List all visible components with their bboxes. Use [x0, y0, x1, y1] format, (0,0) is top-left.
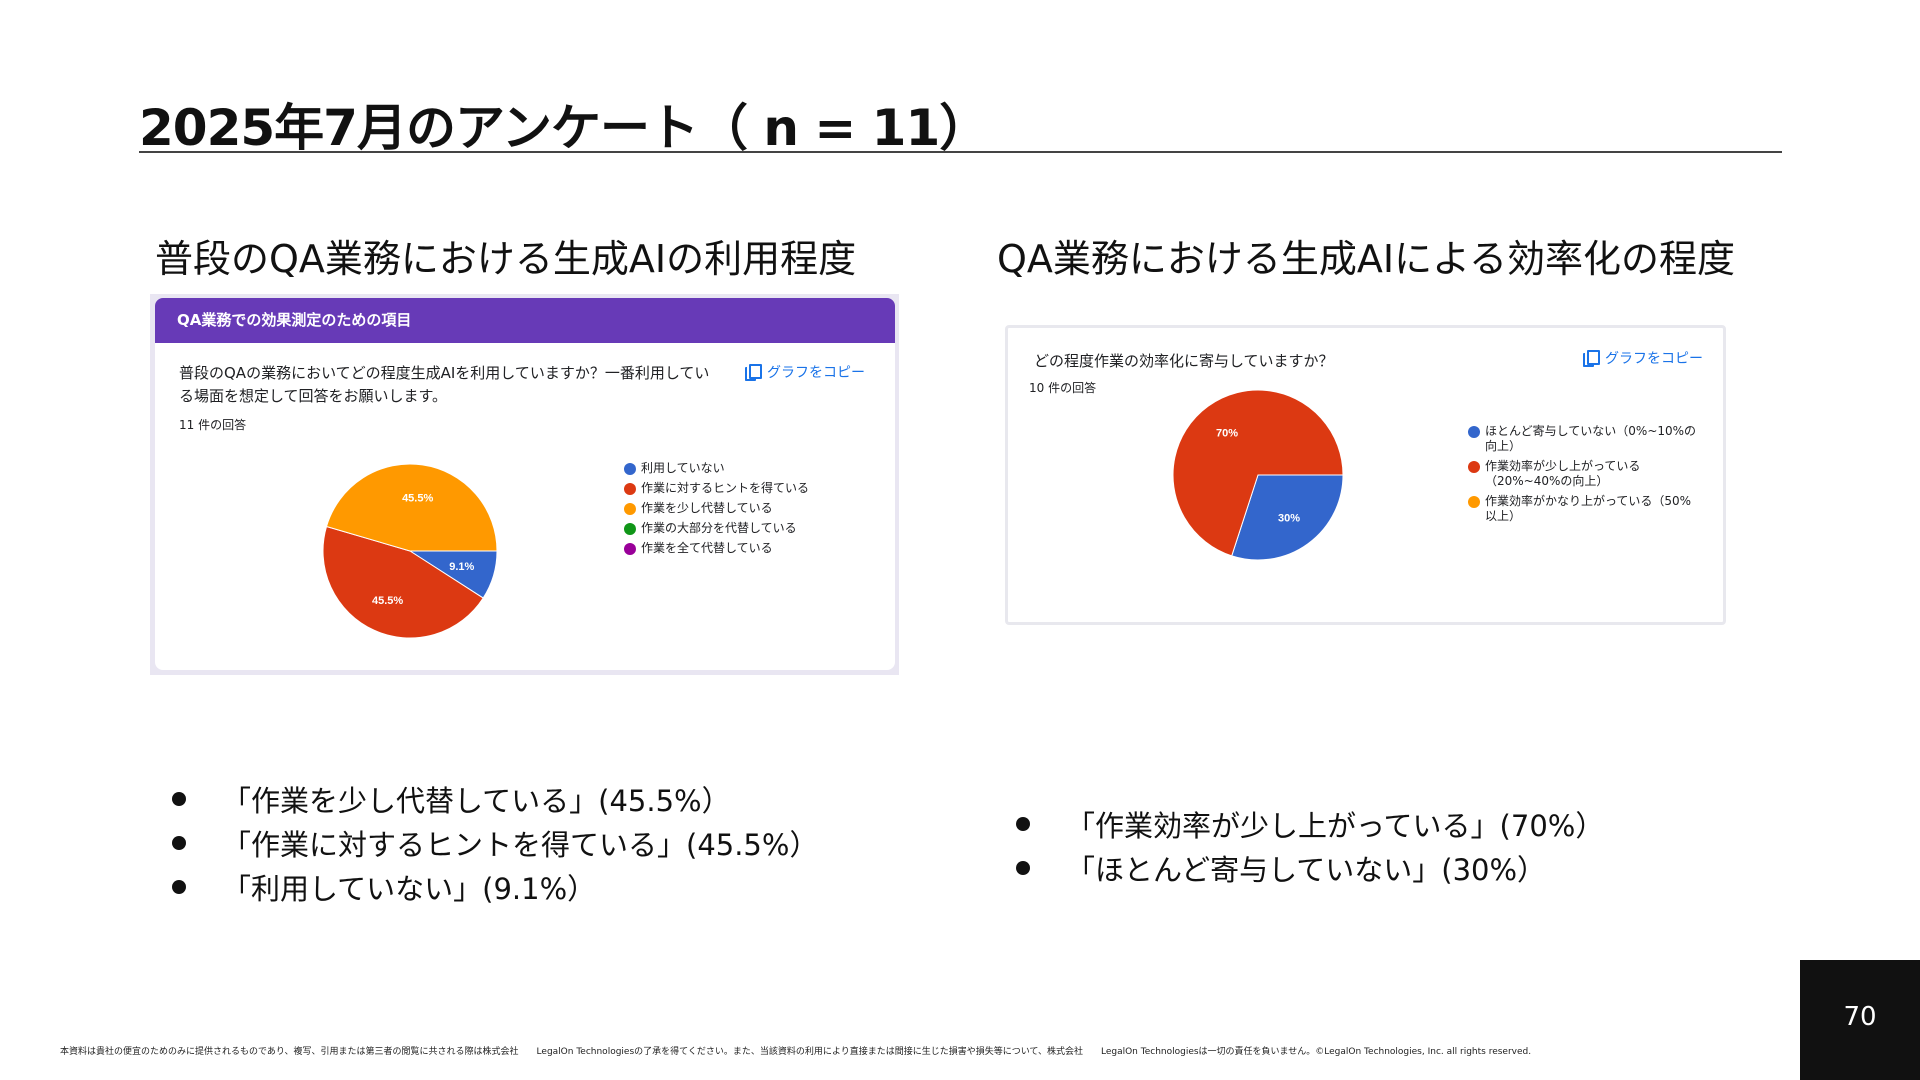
left-form-card: QA業務での効果測定のための項目 普段のQAの業務においてどの程度生成AIを利用…	[155, 298, 895, 670]
legend-entry: ほとんど寄与していない（0%~10%の向上）	[1468, 424, 1698, 454]
slice-label: 45.5%	[372, 595, 403, 607]
legend-entry: 作業効率が少し上がっている（20%~40%の向上）	[1468, 459, 1698, 489]
legend-swatch	[624, 543, 636, 555]
slice-label: 9.1%	[449, 561, 474, 573]
legend-label: ほとんど寄与していない（0%~10%の向上）	[1485, 424, 1697, 453]
right-response-count: 10 件の回答	[1029, 381, 1097, 395]
legend-label: 作業を全て代替している	[641, 541, 773, 555]
left-question: 普段のQAの業務においてどの程度生成AIを利用していますか？一番利用している場面…	[179, 364, 710, 405]
left-copy-chart-button[interactable]: グラフをコピー	[745, 362, 865, 382]
legend-entry: 作業の大部分を代替している	[624, 521, 809, 536]
slice-label: 45.5%	[402, 493, 433, 505]
legend-swatch	[624, 523, 636, 535]
bullet-dot	[1016, 861, 1030, 875]
legend-label: 作業を少し代替している	[641, 501, 773, 515]
legend-entry: 作業を全て代替している	[624, 541, 809, 556]
form-header: QA業務での効果測定のための項目	[155, 298, 895, 343]
legend-label: 作業効率が少し上がっている（20%~40%の向上）	[1485, 459, 1641, 488]
copy-icon	[745, 364, 762, 381]
legend-label: 利用していない	[641, 461, 725, 475]
right-chart-legend: ほとんど寄与していない（0%~10%の向上） 作業効率が少し上がっている（20%~…	[1468, 424, 1698, 529]
page-number: 70	[1843, 1002, 1877, 1032]
list-item: 「作業を少し代替している」(45.5%）	[172, 777, 818, 821]
bullet-dot	[172, 792, 186, 806]
right-summary-list: 「作業効率が少し上がっている」(70%） 「ほとんど寄与していない」(30%）	[1016, 802, 1604, 890]
left-copy-label: グラフをコピー	[767, 365, 865, 381]
right-copy-label: グラフをコピー	[1605, 351, 1703, 367]
bullet-dot	[1016, 817, 1030, 831]
legend-label: 作業に対するヒントを得ている	[641, 481, 810, 495]
legend-swatch	[1468, 496, 1480, 508]
legend-swatch	[1468, 426, 1480, 438]
right-copy-chart-button[interactable]: グラフをコピー	[1583, 348, 1703, 368]
bullet-dot	[172, 836, 186, 850]
left-pie-chart: 9.1% 45.5% 45.5%	[322, 463, 498, 639]
right-form-card: どの程度作業の効率化に寄与していますか？ 10 件の回答 グラフをコピー ほとん…	[1005, 325, 1726, 625]
slice-label: 30%	[1278, 513, 1300, 525]
legend-label: 作業の大部分を代替している	[641, 521, 797, 535]
slice-label: 70%	[1216, 427, 1238, 439]
footer-disclaimer: 本資料は貴社の便宜のためのみに提供されるものであり、複写、引用または第三者の閲覧…	[60, 1047, 1532, 1057]
legend-entry: 作業効率がかなり上がっている（50%以上）	[1468, 494, 1698, 524]
list-item: 「利用していない」(9.1%）	[172, 865, 818, 909]
list-item: 「作業に対するヒントを得ている」(45.5%）	[172, 821, 818, 865]
title-divider	[139, 151, 1782, 153]
legend-entry: 作業に対するヒントを得ている	[624, 481, 809, 496]
left-summary-list: 「作業を少し代替している」(45.5%） 「作業に対するヒントを得ている」(45…	[172, 777, 818, 909]
legend-swatch	[624, 503, 636, 515]
list-item: 「ほとんど寄与していない」(30%）	[1016, 846, 1604, 890]
legend-swatch	[624, 483, 636, 495]
copy-icon	[1583, 350, 1600, 367]
left-section-title: 普段のQA業務における生成AIの利用程度	[155, 237, 857, 281]
pie-slice	[322, 525, 484, 639]
left-chart-legend: 利用していない作業に対するヒントを得ている 作業を少し代替している作業の大部分を代…	[624, 461, 809, 561]
legend-label: 作業効率がかなり上がっている（50%以上）	[1485, 494, 1692, 523]
page-number-box: 70	[1800, 960, 1920, 1080]
right-section-title: QA業務における生成AIによる効率化の程度	[997, 237, 1735, 281]
bullet-dot	[172, 880, 186, 894]
pie-slice	[325, 463, 498, 552]
pie-slice	[1231, 474, 1344, 561]
right-question: どの程度作業の効率化に寄与していますか？	[1034, 352, 1334, 370]
right-pie-chart: 30% 70%	[1172, 389, 1344, 561]
legend-swatch	[624, 463, 636, 475]
legend-entry: 利用していない	[624, 461, 809, 476]
list-item: 「作業効率が少し上がっている」(70%）	[1016, 802, 1604, 846]
legend-entry: 作業を少し代替している	[624, 501, 809, 516]
pie-slice	[1172, 389, 1344, 557]
slide-title: 2025年7月のアンケート（ n = 11）	[139, 99, 989, 157]
legend-swatch	[1468, 461, 1480, 473]
left-response-count: 11 件の回答	[179, 418, 247, 432]
